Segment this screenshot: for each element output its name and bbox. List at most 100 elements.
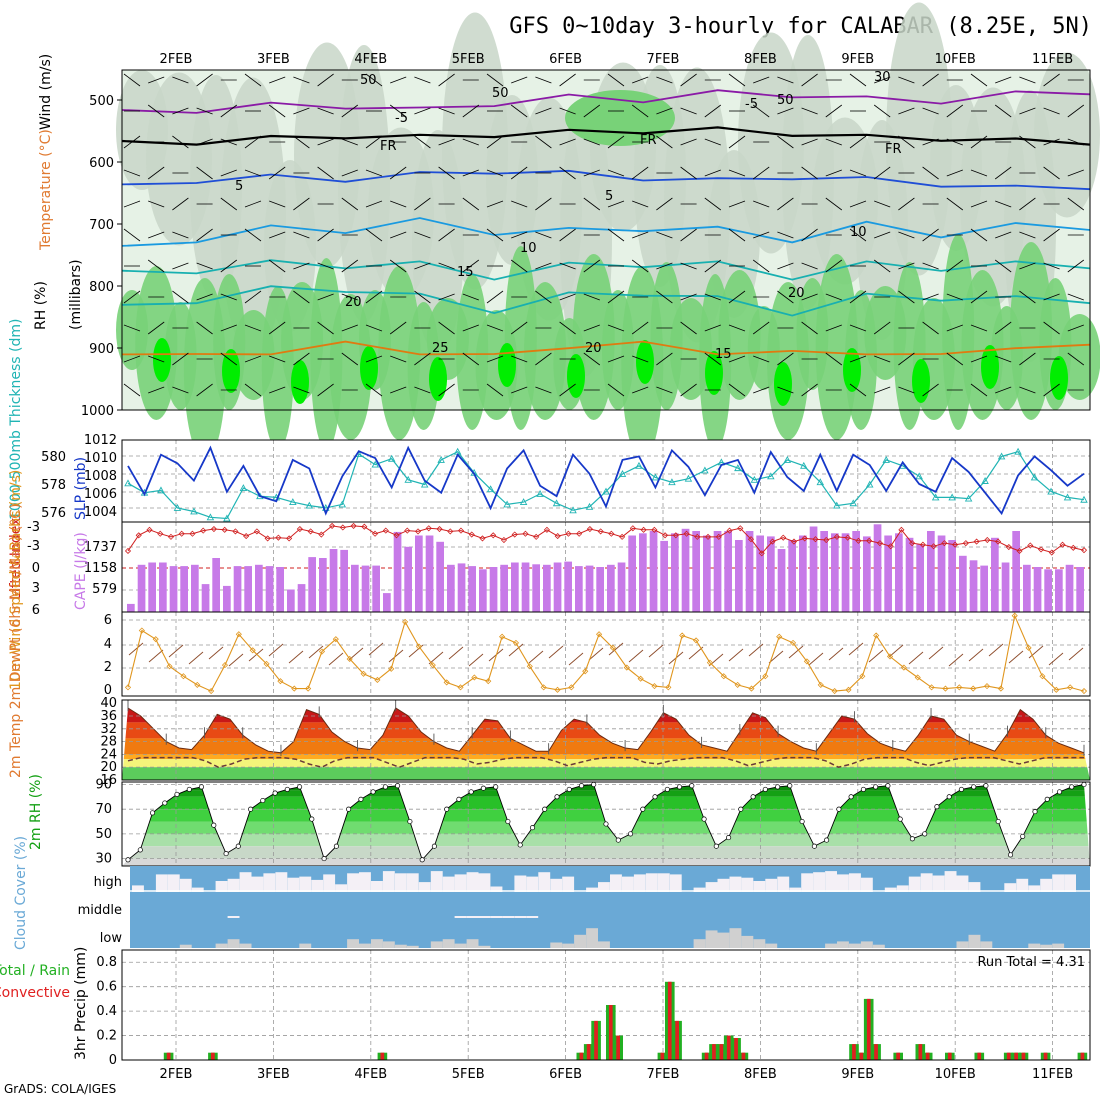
wind10m-point <box>817 681 824 688</box>
lifted-index-point <box>221 526 228 533</box>
cloud-high-bar <box>777 876 790 892</box>
wind-barb <box>486 135 504 149</box>
lifted-index-point <box>683 530 690 537</box>
wind-barb <box>632 231 649 239</box>
wind10m-barb <box>1008 650 1024 664</box>
cloud-high-bar <box>729 876 742 892</box>
wind10m-barb <box>368 642 384 656</box>
cape-bar <box>1001 562 1010 612</box>
wind-barb <box>752 321 770 335</box>
cloud-high-bar <box>299 876 312 892</box>
wind-barb <box>123 355 141 363</box>
wind-barb <box>1067 138 1084 146</box>
contour-label: 25 <box>432 341 449 356</box>
wind10m-barb <box>688 646 704 660</box>
wind-barb <box>293 197 310 211</box>
wind-barb <box>390 76 407 84</box>
date-tick-label-bottom: 5FEB <box>452 1067 485 1082</box>
wind-barb <box>728 383 746 397</box>
wind-barb <box>922 73 939 87</box>
wind10m-speed-line <box>127 613 1085 692</box>
wind-barb <box>341 169 358 177</box>
wind10m-point <box>983 683 991 690</box>
wind-barb <box>196 166 213 180</box>
wind10m-point <box>609 644 616 651</box>
lifted-index-point <box>801 535 808 542</box>
wind-barb <box>462 259 480 273</box>
wind-barb <box>898 76 915 84</box>
date-tick-label-top: 2FEB <box>160 52 193 67</box>
wind-barb <box>680 383 697 397</box>
cape-bar <box>649 531 658 612</box>
wind10m-point <box>1025 644 1032 651</box>
cloud-middle-bar <box>454 916 467 918</box>
wind-barb <box>849 135 867 149</box>
wind10m-point <box>623 664 630 671</box>
thickness-point <box>552 499 561 507</box>
wind10m-point <box>208 687 215 695</box>
rh2m-point <box>174 791 180 797</box>
cape-bar <box>244 566 252 612</box>
thickness-point <box>981 477 989 484</box>
cloud-low-bar <box>598 941 610 948</box>
isotherm-line <box>121 217 1091 247</box>
rh-bright-region <box>912 359 930 403</box>
cape-bar <box>361 565 370 612</box>
upper-air-frame <box>121 69 1091 411</box>
cape-bar <box>831 533 839 613</box>
cloud-low-bar <box>394 944 407 948</box>
wind10m-tick-label: 0 <box>104 683 112 698</box>
wind-barb <box>365 324 383 332</box>
precip-tick-label: 0.4 <box>96 1004 117 1019</box>
cape-ylabel: CAPE (J/kg) <box>73 532 89 610</box>
thickness-point <box>701 466 709 474</box>
wind10m-barb <box>768 650 784 664</box>
wind10m-barb <box>1048 652 1064 666</box>
cape-bar <box>425 535 434 612</box>
cape-bar <box>521 562 530 612</box>
cloud-high-bar <box>275 872 288 892</box>
cloud-low-bar <box>693 939 706 948</box>
wind10m-barb <box>928 646 944 660</box>
cloud-low-bar <box>574 934 586 948</box>
wind-barb <box>801 293 818 301</box>
cloud-high-bar <box>490 886 503 892</box>
contour-label: 20 <box>585 341 602 356</box>
wind10m-point <box>277 678 284 685</box>
thickness-point <box>865 480 874 488</box>
precip-total-label: Total / Rain <box>0 963 70 979</box>
wind-barb <box>922 107 939 115</box>
wind-barb <box>873 259 891 273</box>
precip-convective-bar <box>712 1044 716 1060</box>
wind10m-point <box>900 664 907 671</box>
wind-barb <box>607 135 625 149</box>
cape-bar <box>692 531 700 612</box>
wind-barb <box>1019 262 1036 270</box>
wind-barb <box>244 169 262 177</box>
wind10m-barb <box>608 642 624 656</box>
rh2m-point <box>983 783 989 789</box>
rh2m-point <box>493 784 499 790</box>
wind-barb <box>1043 138 1060 146</box>
wind10m-point <box>596 631 603 638</box>
rh2m-point <box>566 786 572 792</box>
wind10m-point <box>1053 686 1060 693</box>
date-tick-label-bottom: 2FEB <box>160 1067 193 1082</box>
wind-barb <box>994 321 1012 335</box>
cape-axis-label: CAPE (J/kg) <box>73 532 89 610</box>
wind-barb <box>922 166 939 180</box>
lifted-index-point <box>833 533 841 540</box>
wind-barb <box>1067 259 1085 273</box>
lifted-index-point <box>952 541 959 548</box>
lifted-index-point <box>995 538 1002 545</box>
rh2m-point <box>775 784 781 790</box>
cape-bar <box>745 531 754 612</box>
wind10m-barb <box>968 648 984 662</box>
thickness-axis-label: 1000-500mb Thickness (dm) <box>8 319 24 520</box>
wind-barb <box>196 383 213 397</box>
isotherm-line <box>121 89 1091 114</box>
cloud-high-bar <box>1028 885 1041 892</box>
wind-barb <box>535 197 552 211</box>
date-tick-label-bottom: 10FEB <box>935 1067 976 1082</box>
temp2m-line <box>127 707 1085 754</box>
